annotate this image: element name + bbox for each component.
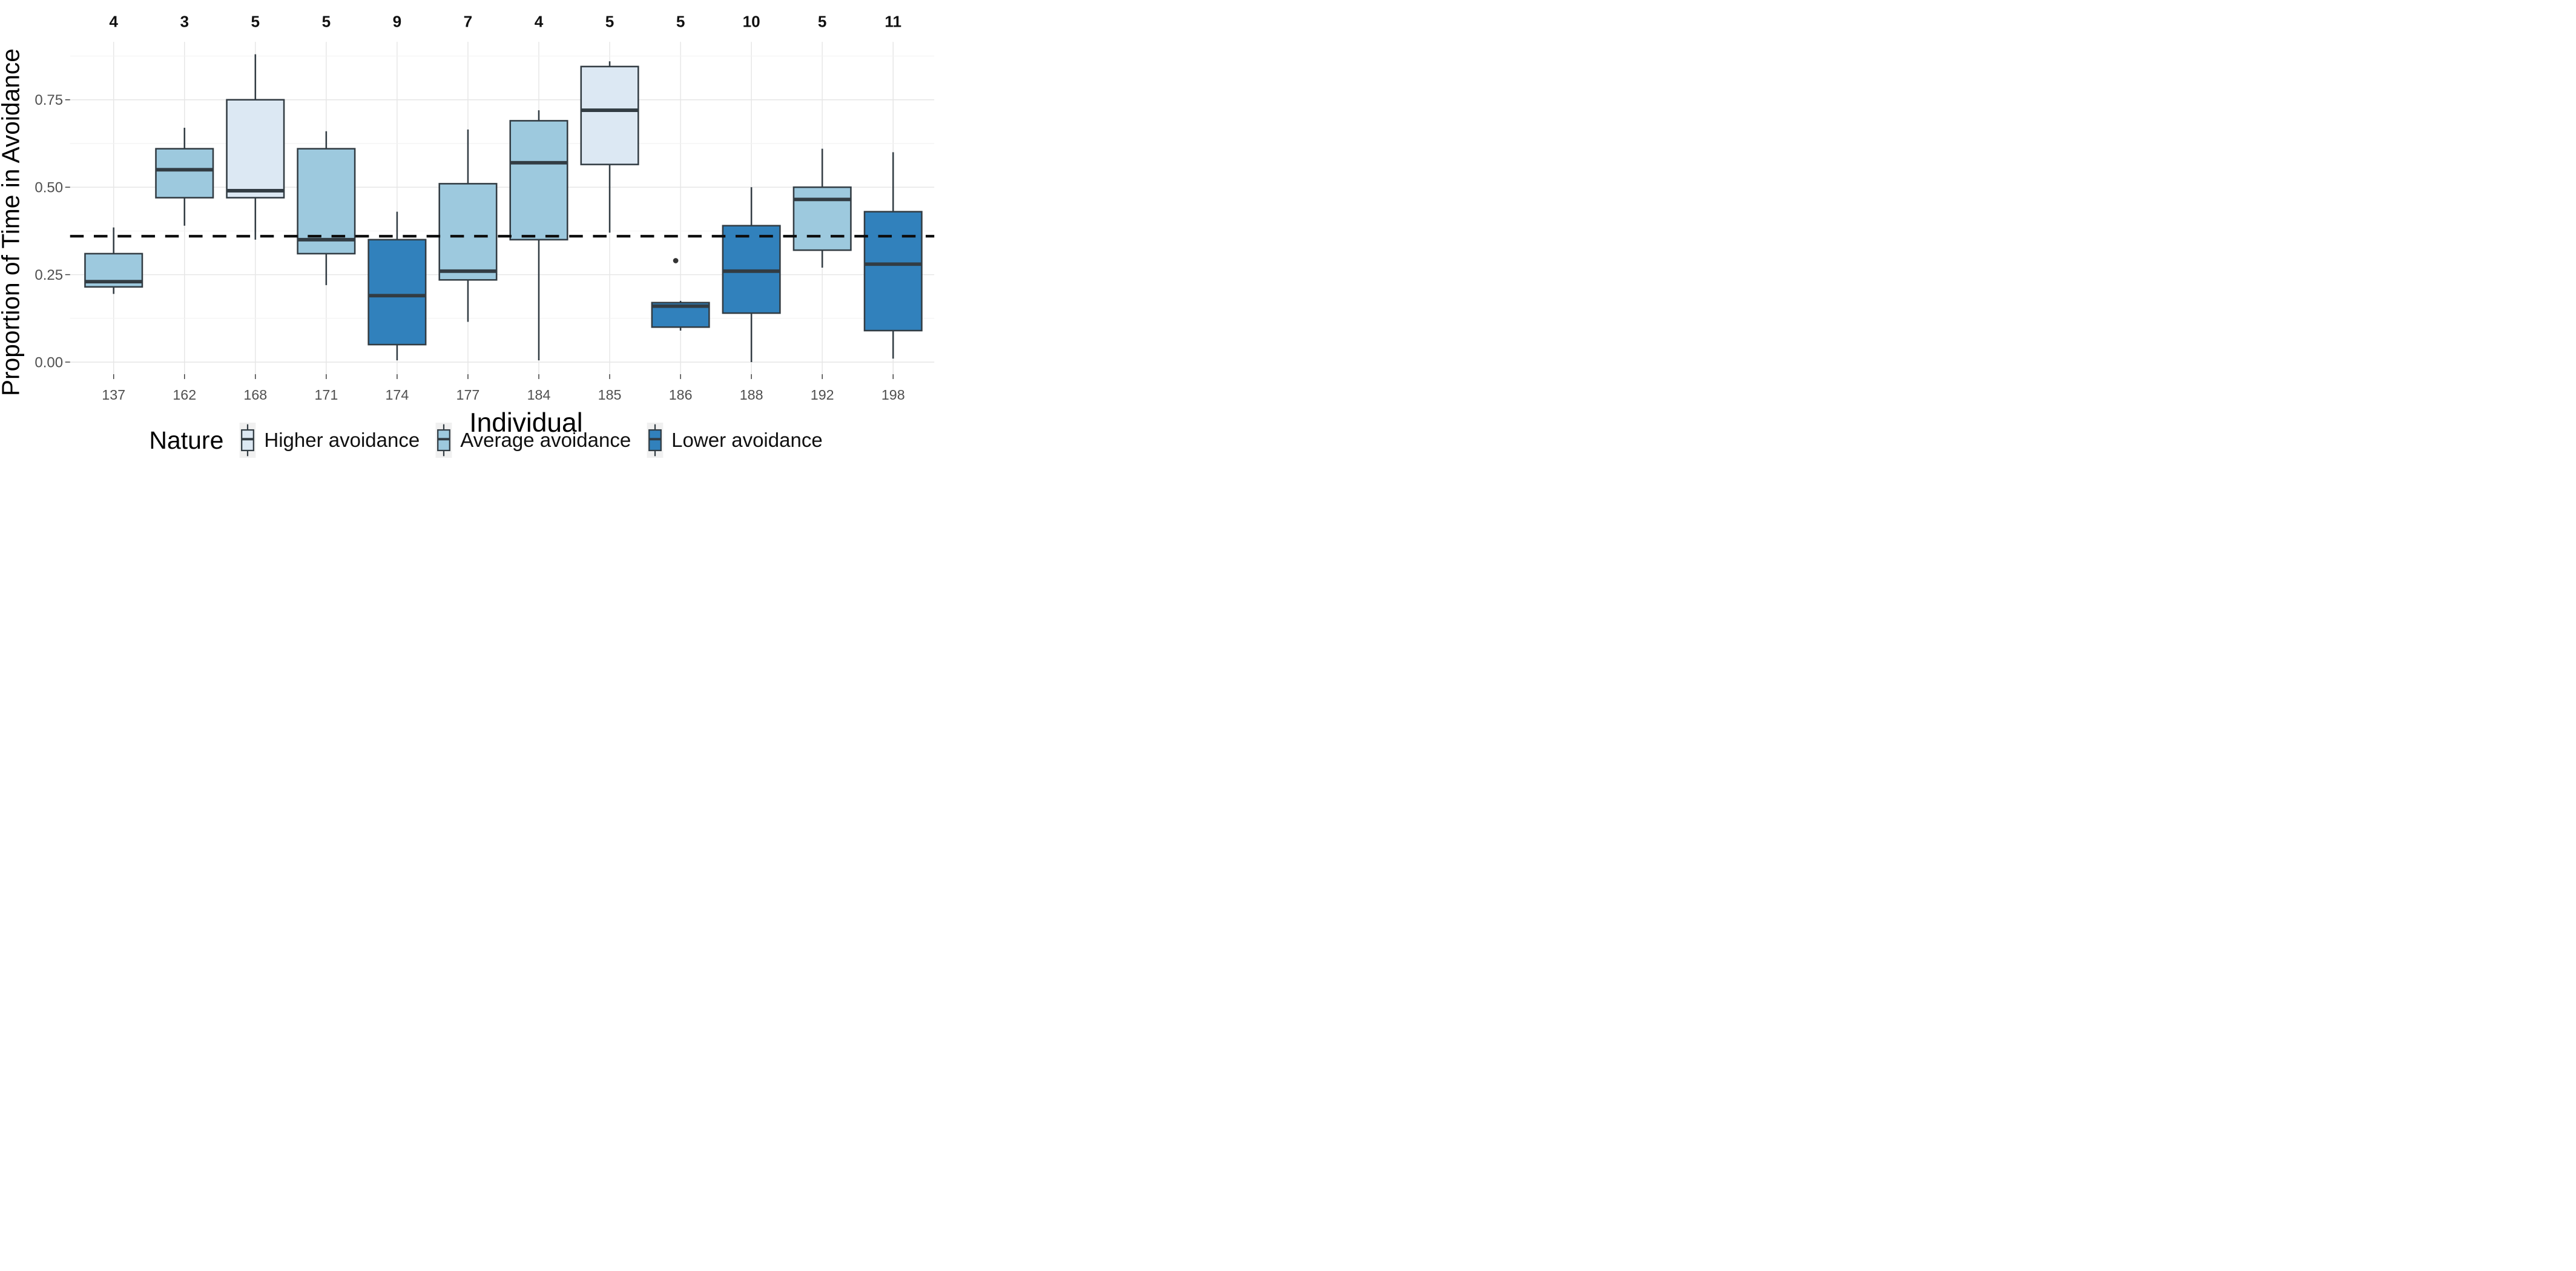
x-tick-label-185: 185 xyxy=(598,387,622,403)
x-tick-label-198: 198 xyxy=(881,387,905,403)
count-label-174: 9 xyxy=(393,12,402,30)
iqr-box-162 xyxy=(155,148,214,199)
iqr-box-184 xyxy=(509,120,568,241)
box-layer xyxy=(84,54,923,362)
box-group-188 xyxy=(722,187,781,362)
y-tick-label: 0.00 xyxy=(35,354,63,371)
x-tick-label-192: 192 xyxy=(811,387,834,403)
iqr-box-174 xyxy=(367,239,427,346)
legend-items: Higher avoidance Average avoidance Lower a… xyxy=(239,423,823,458)
annotation-layer: 0.00 0.25 0.50 0.75 4 137 3 162 5 168 5 171 9 174 7 177… xyxy=(35,12,935,403)
count-label-168: 5 xyxy=(251,12,260,30)
legend-item-lower: Lower avoidance xyxy=(647,423,823,458)
x-tick-label-171: 171 xyxy=(314,387,338,403)
box-group-184 xyxy=(509,110,568,361)
x-tick-label-168: 168 xyxy=(243,387,267,403)
x-tick-label-177: 177 xyxy=(456,387,480,403)
count-label-192: 5 xyxy=(818,12,827,30)
x-tick-label-162: 162 xyxy=(173,387,196,403)
count-label-171: 5 xyxy=(322,12,331,30)
x-tick-label-188: 188 xyxy=(740,387,763,403)
legend-key-boxplot-icon xyxy=(647,423,664,458)
count-label-177: 7 xyxy=(464,12,473,30)
iqr-box-198 xyxy=(863,211,923,332)
iqr-box-168 xyxy=(226,99,285,199)
count-label-184: 4 xyxy=(535,12,544,30)
box-group-137 xyxy=(84,227,143,294)
box-group-185 xyxy=(580,61,639,233)
count-label-186: 5 xyxy=(676,12,685,30)
legend-item-label: Average avoidance xyxy=(460,429,631,451)
count-label-188: 10 xyxy=(743,12,760,30)
iqr-box-185 xyxy=(580,65,639,165)
x-tick-label-184: 184 xyxy=(527,387,551,403)
grid-layer xyxy=(70,42,935,374)
legend-item-label: Higher avoidance xyxy=(264,429,420,451)
boxplot-chart: 0.00 0.25 0.50 0.75 4 137 3 162 5 168 5 171 9 174 7 177… xyxy=(0,12,935,438)
box-group-186 xyxy=(651,258,710,331)
legend-key-boxplot-icon xyxy=(240,423,256,458)
boxplot-figure: 0.00 0.25 0.50 0.75 4 137 3 162 5 168 5 171 9 174 7 177… xyxy=(0,0,937,462)
outlier-point-186 xyxy=(673,258,679,263)
iqr-box-177 xyxy=(438,183,498,281)
x-axis-title: Individual xyxy=(469,408,582,438)
x-tick-label-174: 174 xyxy=(386,387,409,403)
y-axis-title: Proportion of Time in Avoidance xyxy=(0,48,24,396)
box-group-177 xyxy=(438,129,498,322)
iqr-box-192 xyxy=(792,186,852,251)
box-group-162 xyxy=(155,127,214,226)
box-group-174 xyxy=(367,211,427,361)
box-group-171 xyxy=(297,131,356,285)
count-label-162: 3 xyxy=(180,12,189,30)
box-group-198 xyxy=(863,152,923,359)
legend: Nature Higher avoidance Average avoidance… xyxy=(0,423,937,458)
legend-item-label: Lower avoidance xyxy=(671,429,823,451)
y-tick-label: 0.75 xyxy=(35,92,63,108)
y-tick-label: 0.25 xyxy=(35,267,63,283)
x-tick-label-186: 186 xyxy=(669,387,693,403)
legend-item-average: Average avoidance xyxy=(435,423,631,458)
iqr-box-171 xyxy=(297,148,356,255)
count-label-185: 5 xyxy=(605,12,614,30)
count-label-137: 4 xyxy=(109,12,118,30)
count-label-198: 11 xyxy=(884,12,901,30)
y-tick-label: 0.50 xyxy=(35,180,63,196)
box-group-168 xyxy=(226,54,285,240)
legend-key-boxplot-icon xyxy=(435,423,452,458)
x-tick-label-137: 137 xyxy=(102,387,125,403)
legend-title: Nature xyxy=(149,426,224,454)
legend-item-higher: Higher avoidance xyxy=(239,423,420,458)
box-group-192 xyxy=(792,148,852,268)
